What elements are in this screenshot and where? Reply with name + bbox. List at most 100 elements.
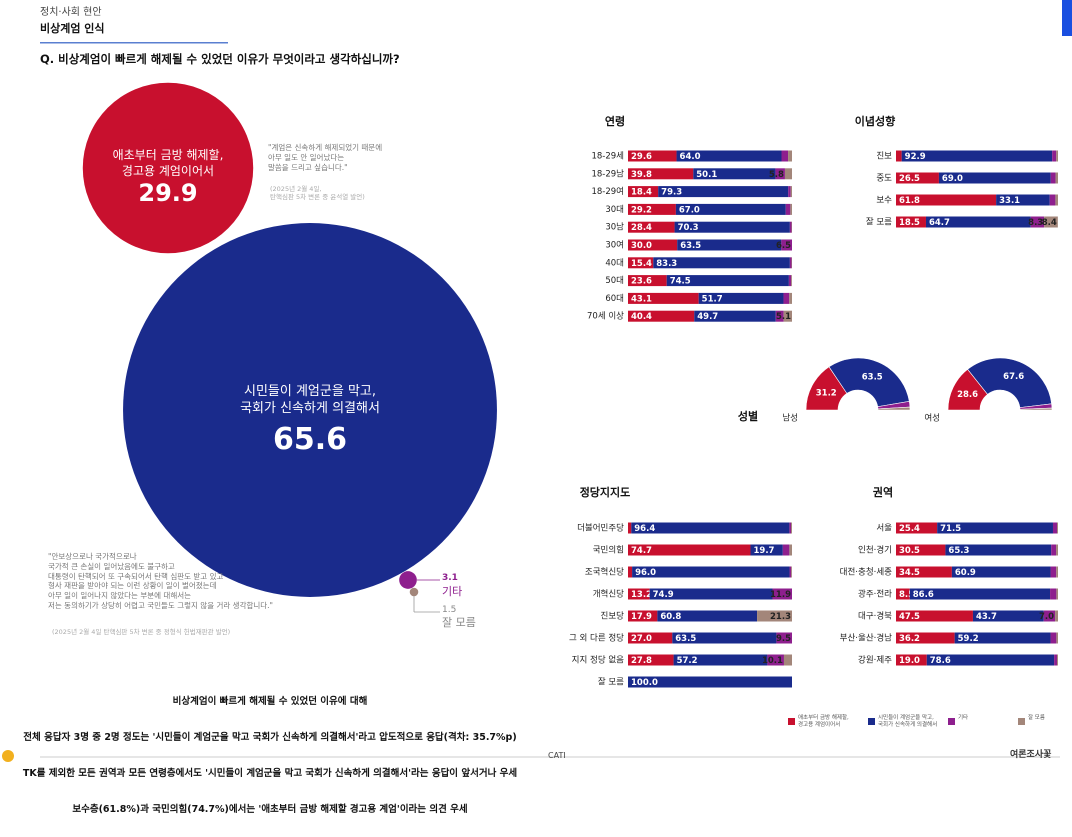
bar-segment bbox=[783, 545, 790, 556]
bar-value-label: 8.4 bbox=[1042, 218, 1057, 228]
bar-value-label: 25.4 bbox=[899, 524, 920, 534]
bar-segment bbox=[1057, 523, 1058, 534]
bar-value-label: 65.3 bbox=[948, 546, 969, 556]
bar-segment bbox=[896, 151, 902, 162]
summary-line: TK를 제외한 모든 권역과 모든 연령층에서도 '시민들이 계엄군을 막고 국… bbox=[0, 765, 540, 783]
bar-value-label: 64.0 bbox=[680, 152, 701, 162]
legend-swatch bbox=[868, 718, 875, 725]
panel-title: 이념성향 bbox=[855, 114, 895, 128]
bar-segment bbox=[1050, 589, 1056, 600]
bar-value-label: 30.5 bbox=[899, 546, 920, 556]
bar-segment bbox=[789, 545, 792, 556]
bar-value-label: 34.5 bbox=[899, 568, 920, 578]
bar-value-label: 23.6 bbox=[631, 277, 652, 287]
bubble bbox=[410, 588, 419, 597]
bar-value-label: 64.7 bbox=[929, 218, 950, 228]
bubble-value: 1.5 bbox=[442, 605, 456, 617]
bar-value-label: 100.0 bbox=[631, 678, 658, 688]
bar-value-label: 19.0 bbox=[899, 656, 920, 666]
donut-label: 남성 bbox=[782, 414, 798, 424]
bar-value-label: 40.4 bbox=[631, 312, 652, 322]
quote-text: "계엄은 신속하게 해제되었기 때문에 아무 일도 안 일어났다는 말씀을 드리… bbox=[268, 143, 382, 172]
bar-segment bbox=[1056, 545, 1058, 556]
bar-segment bbox=[1056, 173, 1058, 184]
row-label: 지지 정당 없음 bbox=[572, 655, 625, 666]
bar-value-label: 96.0 bbox=[635, 568, 656, 578]
bar-value-label: 74.7 bbox=[631, 546, 652, 556]
bar-segment bbox=[782, 151, 789, 162]
bar-segment bbox=[790, 257, 792, 268]
legend-swatch bbox=[948, 718, 955, 725]
donut-value-label: 31.2 bbox=[816, 389, 837, 399]
bar-segment bbox=[789, 293, 792, 304]
summary-line: 비상계엄이 빠르게 해제될 수 있었던 이유에 대해 bbox=[0, 693, 540, 711]
summary-line: 보수층(61.8%)과 국민의힘(74.7%)에서는 '애초부터 금방 해제할 … bbox=[0, 801, 540, 819]
bar-value-label: 78.6 bbox=[930, 656, 951, 666]
row-label: 50대 bbox=[605, 276, 624, 286]
bar-value-label: 5.8 bbox=[769, 170, 784, 180]
row-label: 30남 bbox=[605, 223, 624, 233]
bar-value-label: 18.5 bbox=[899, 218, 920, 228]
section-label: 정치·사회 현안 bbox=[40, 6, 102, 19]
bar-segment bbox=[1053, 523, 1057, 534]
bar-value-label: 43.1 bbox=[631, 294, 652, 304]
bar-value-label: 30.0 bbox=[631, 241, 652, 251]
row-label: 서울 bbox=[876, 524, 892, 534]
bar-segment bbox=[1056, 151, 1058, 162]
legend-label: 애초부터 금방 해제할, 경고용 계엄이어서 bbox=[798, 715, 849, 728]
donut-value-label: 28.6 bbox=[957, 390, 978, 400]
bar-value-label: 57.2 bbox=[677, 656, 698, 666]
bar-value-label: 86.6 bbox=[913, 590, 934, 600]
bubble-value: 29.9 bbox=[68, 178, 268, 209]
bar-value-label: 79.3 bbox=[661, 188, 682, 198]
bar-value-label: 5.1 bbox=[776, 312, 791, 322]
quote-source: (2025년 2월 4일, 탄핵심판 5차 변론 중 윤석열 발언) bbox=[270, 185, 365, 202]
row-label: 30여 bbox=[605, 240, 624, 251]
bar-segment bbox=[790, 222, 792, 233]
bar-value-label: 49.7 bbox=[697, 312, 718, 322]
bar-segment bbox=[1051, 173, 1056, 184]
row-label: 18-29남 bbox=[591, 169, 624, 179]
bar-segment bbox=[791, 567, 792, 578]
bar-value-label: 43.7 bbox=[976, 612, 997, 622]
row-label: 70세 이상 bbox=[587, 311, 624, 322]
bar-value-label: 15.4 bbox=[631, 259, 652, 269]
bar-value-label: 36.2 bbox=[899, 634, 920, 644]
legend-label: 잘 모름 bbox=[1028, 715, 1045, 722]
row-label: 잘 모름 bbox=[866, 217, 892, 228]
bar-segment bbox=[1056, 633, 1058, 644]
row-label: 18-29세 bbox=[591, 152, 624, 162]
bubble-label: 잘 모름 bbox=[442, 616, 476, 630]
legend-swatch bbox=[788, 718, 795, 725]
bar-segment bbox=[1050, 195, 1056, 206]
bar-value-label: 92.9 bbox=[905, 152, 926, 162]
bar-value-label: 11.9 bbox=[770, 590, 791, 600]
bar-segment bbox=[788, 186, 790, 197]
bar-segment bbox=[1051, 545, 1056, 556]
bar-value-label: 27.8 bbox=[631, 656, 652, 666]
bar-segment bbox=[790, 567, 792, 578]
bar-value-label: 6.5 bbox=[776, 241, 791, 251]
bar-value-label: 33.1 bbox=[999, 196, 1020, 206]
row-label: 60대 bbox=[605, 294, 624, 304]
bar-value-label: 60.8 bbox=[660, 612, 681, 622]
row-label: 그 외 다른 정당 bbox=[569, 633, 624, 644]
bar-value-label: 13.2 bbox=[631, 590, 652, 600]
bar-value-label: 63.5 bbox=[680, 241, 701, 251]
panel-title: 연령 bbox=[605, 114, 625, 128]
bar-segment bbox=[1052, 151, 1056, 162]
row-label: 중도 bbox=[876, 174, 892, 184]
legend-label: 시민들이 계엄군을 막고, 국회가 신속하게 의결해서 bbox=[878, 715, 937, 728]
bar-value-label: 10.1 bbox=[762, 656, 783, 666]
bar-value-label: 47.5 bbox=[899, 612, 920, 622]
bar-value-label: 29.6 bbox=[631, 152, 652, 162]
footer-method: CATI bbox=[548, 751, 566, 761]
bar-value-label: 69.0 bbox=[942, 174, 963, 184]
header-rule bbox=[40, 42, 228, 44]
bar-segment bbox=[784, 655, 792, 666]
bar-segment bbox=[1051, 567, 1057, 578]
bar-value-label: 18.4 bbox=[631, 188, 652, 198]
question: Q. 비상계엄이 빠르게 해제될 수 있었던 이유가 무엇이라고 생각하십니까? bbox=[40, 52, 400, 67]
row-label: 조국혁신당 bbox=[585, 567, 624, 578]
bar-value-label: 21.3 bbox=[770, 612, 791, 622]
